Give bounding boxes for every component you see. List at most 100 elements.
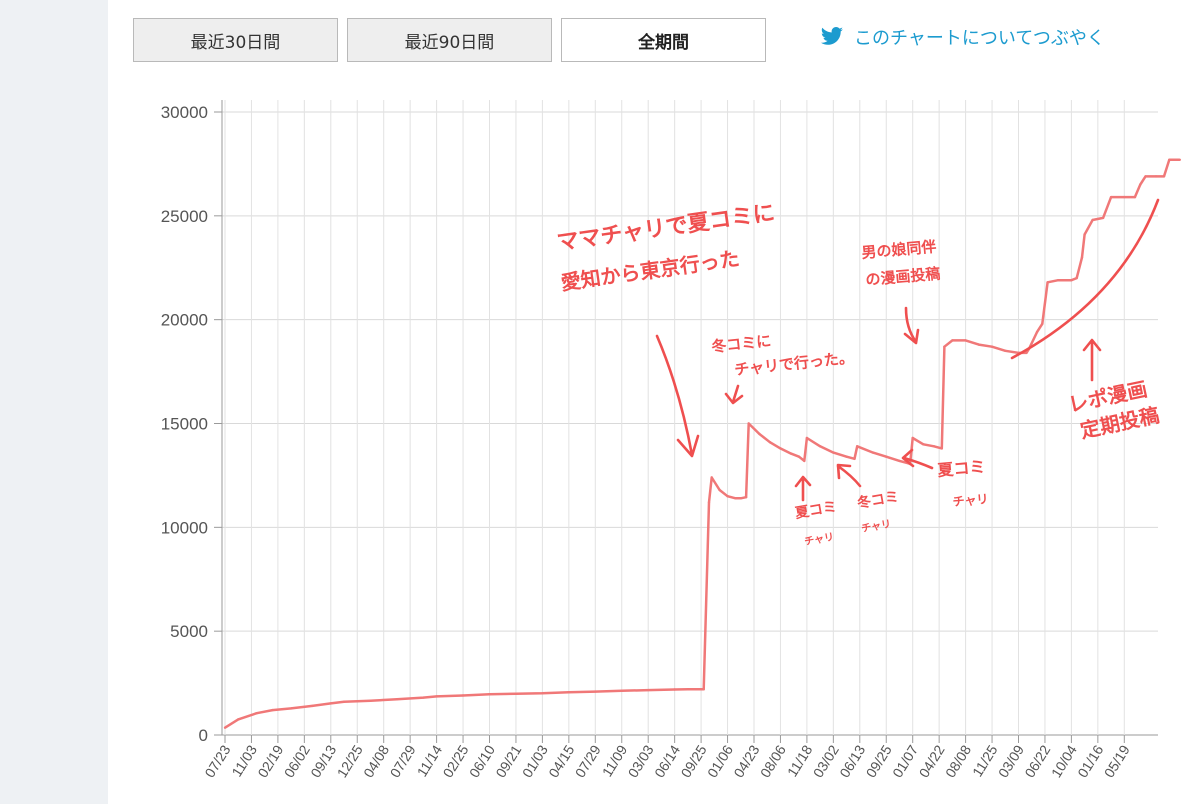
data-point	[789, 452, 793, 455]
arrow-to-summer-jump	[655, 334, 700, 458]
data-point	[1109, 195, 1113, 199]
data-point	[694, 688, 697, 691]
data-point	[943, 345, 946, 348]
x-tick-label: 04/15	[545, 742, 577, 780]
x-tick-label: 06/13	[836, 742, 868, 780]
x-tick-label: 12/25	[334, 742, 366, 780]
x-tick-label: 01/07	[889, 742, 921, 780]
y-tick-label: 25000	[161, 207, 208, 226]
data-point	[1041, 322, 1044, 325]
x-tick-label: 09/13	[307, 742, 339, 780]
annotation-text: 愛知から東京行った	[559, 246, 741, 295]
data-point	[964, 339, 967, 342]
data-point	[1080, 256, 1084, 259]
y-tick-label: 20000	[161, 311, 208, 330]
data-point	[898, 459, 901, 463]
annotation-text: チャリ	[803, 531, 835, 548]
data-point	[1091, 218, 1094, 222]
data-point	[223, 726, 227, 729]
annotation-text: 冬コミに	[711, 332, 773, 356]
data-point	[803, 459, 806, 463]
y-tick-label: 5000	[170, 622, 208, 641]
data-point	[1133, 195, 1137, 199]
x-tick-label: 11/09	[599, 742, 631, 779]
x-tick-label: 03/09	[995, 742, 1027, 780]
data-point	[718, 488, 721, 492]
data-point	[1075, 276, 1078, 280]
x-tick-label: 06/22	[1021, 742, 1053, 780]
data-point	[739, 497, 742, 500]
data-point	[710, 476, 713, 479]
x-tick-label: 09/21	[492, 742, 524, 780]
annotation-text: 夏コミ	[936, 457, 986, 480]
x-tick-label: 06/10	[466, 742, 498, 780]
data-point	[369, 699, 372, 702]
tweet-chart-link[interactable]: このチャートについてつぶやく	[820, 24, 1105, 50]
data-point	[271, 708, 274, 712]
x-tick-label: 04/22	[916, 742, 948, 780]
data-point	[845, 455, 848, 458]
series-line	[224, 158, 1180, 729]
x-tick-label: 02/25	[439, 742, 471, 780]
range-90-days-button[interactable]: 最近90日間	[347, 18, 552, 62]
y-tick-label: 30000	[161, 103, 208, 122]
arrow-to-jump	[903, 306, 920, 345]
data-point	[707, 501, 711, 504]
data-point	[990, 345, 994, 348]
data-point	[1139, 183, 1142, 186]
range-all-button[interactable]: 全期間	[561, 18, 766, 62]
data-point	[435, 695, 438, 698]
data-point	[541, 692, 544, 695]
data-point	[922, 443, 925, 446]
x-tick-label: 07/29	[572, 742, 604, 780]
data-point	[744, 496, 748, 499]
data-point	[832, 451, 835, 454]
data-point	[461, 694, 465, 697]
data-point	[1057, 279, 1060, 282]
arrow-winter-2	[836, 463, 862, 488]
data-point	[758, 432, 761, 436]
twitter-bird-icon	[820, 27, 844, 47]
data-point	[1168, 158, 1171, 161]
data-point	[797, 455, 801, 458]
x-tick-label: 05/19	[1101, 742, 1133, 780]
data-point	[1123, 195, 1126, 199]
x-tick-label: 11/03	[228, 742, 260, 779]
x-tick-label: 11/14	[414, 742, 446, 779]
data-point	[856, 445, 859, 448]
data-point	[255, 712, 258, 715]
data-point	[329, 702, 332, 705]
x-tick-label: 04/08	[360, 742, 392, 780]
annotation-text: の漫画投稿	[865, 265, 941, 289]
annotation-text: 夏コミ	[794, 498, 838, 522]
data-point	[342, 700, 346, 703]
arrow-summer-3	[901, 448, 934, 470]
x-tick-label: 02/19	[254, 742, 286, 780]
data-point	[673, 688, 676, 691]
data-point	[932, 445, 936, 448]
data-point	[514, 692, 518, 695]
x-tick-label: 06/14	[651, 742, 683, 780]
data-point	[1101, 216, 1105, 220]
annotation-text: チャリ	[860, 518, 892, 535]
data-point	[422, 696, 425, 699]
x-tick-label: 04/23	[730, 742, 762, 780]
data-point	[734, 497, 737, 500]
data-point	[885, 455, 888, 458]
annotation-text: 男の娘同伴	[861, 238, 937, 262]
arrow-to-winter-peak	[724, 384, 744, 405]
data-point	[395, 698, 399, 701]
data-point	[647, 688, 650, 692]
data-point	[779, 447, 782, 450]
arrow-growth	[1082, 338, 1102, 382]
data-point	[311, 704, 314, 708]
data-point	[805, 436, 809, 440]
tweet-chart-label: このチャートについてつぶやく	[854, 28, 1105, 49]
x-tick-label: 03/02	[810, 742, 842, 780]
y-axis-ticks: 0 5000 10000 15000 20000 25000 30000	[161, 103, 208, 745]
x-tick-label: 01/03	[519, 742, 551, 780]
range-30-days-button[interactable]: 最近30日間	[133, 18, 338, 62]
